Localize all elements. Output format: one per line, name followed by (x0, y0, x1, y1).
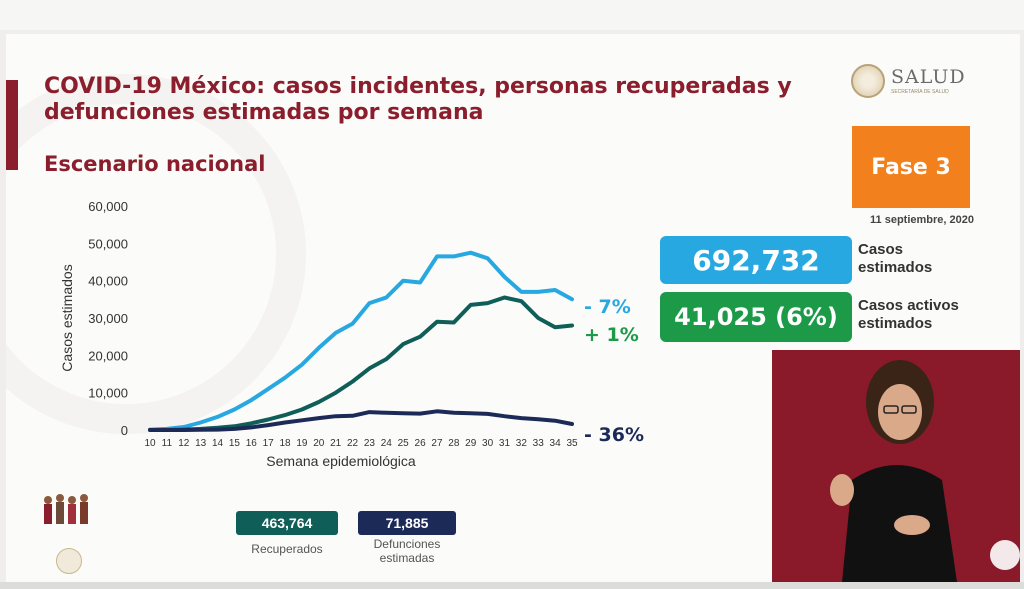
x-tick-label: 21 (330, 438, 342, 449)
seal-icon (56, 548, 82, 574)
x-tick-label: 28 (448, 438, 460, 449)
x-tick-label: 27 (431, 438, 443, 449)
national-seal-icon (851, 64, 885, 98)
x-tick-label: 26 (415, 438, 427, 449)
y-tick-label: 30,000 (88, 311, 128, 326)
x-tick-label: 13 (195, 438, 207, 449)
phase-badge: Fase 3 (852, 126, 970, 208)
recovered-series-line (148, 295, 574, 432)
x-tick-label: 10 (144, 438, 156, 449)
sign-language-interpreter-video (772, 350, 1020, 582)
cases-series-line (148, 250, 574, 432)
y-tick-label: 0 (121, 423, 128, 438)
x-tick-label: 16 (246, 438, 258, 449)
channel-logo-icon (990, 540, 1020, 570)
recovered-total-label: Recuperados (251, 542, 323, 556)
x-tick-label: 32 (516, 438, 528, 449)
y-tick-label: 10,000 (88, 386, 128, 401)
y-axis-label: Casos estimados (59, 264, 75, 371)
x-tick-label: 14 (212, 438, 224, 449)
top-bar (0, 0, 1024, 30)
active-cases-label: Casos activos estimados (858, 297, 959, 332)
deaths-change-label: - 36% (584, 424, 644, 446)
x-tick-label: 35 (566, 438, 578, 449)
y-tick-label: 50,000 (88, 236, 128, 251)
x-tick-label: 30 (482, 438, 494, 449)
recovered-change-label: + 1% (584, 324, 639, 346)
bottom-bar (0, 582, 1024, 589)
active-cases-card: 41,025 (6%) (660, 292, 852, 342)
x-tick-label: 22 (347, 438, 359, 449)
x-tick-label: 31 (499, 438, 511, 449)
x-tick-label: 29 (465, 438, 477, 449)
estimated-cases-card: 692,732 (660, 236, 852, 284)
estimated-cases-label: Casos estimados (858, 241, 933, 276)
deaths-total: 71,885 (358, 511, 456, 535)
people-icon (44, 494, 88, 524)
people-illustration (42, 492, 94, 524)
x-tick-label: 15 (229, 438, 241, 449)
y-tick-label: 60,000 (88, 199, 128, 214)
x-tick-label: 24 (381, 438, 393, 449)
x-tick-label: 34 (550, 438, 562, 449)
weekly-cases-chart: 0 10,000 20,000 30,000 40,000 50,000 60,000 10 1… (59, 199, 578, 469)
x-tick-label: 25 (398, 438, 410, 449)
y-tick-label: 20,000 (88, 348, 128, 363)
title-accent-bar (6, 80, 18, 170)
slide: COVID-19 México: casos incidentes, perso… (6, 34, 1020, 582)
report-date: 11 septiembre, 2020 (870, 214, 974, 226)
slide-title: COVID-19 México: casos incidentes, perso… (44, 74, 792, 125)
recovered-total: 463,764 (236, 511, 338, 535)
x-tick-label: 18 (279, 438, 291, 449)
deaths-series-line (148, 409, 574, 432)
salud-logo: SALUD SECRETARÍA DE SALUD (851, 64, 981, 104)
x-tick-label: 11 (162, 438, 173, 449)
x-tick-label: 19 (296, 438, 308, 449)
slide-subtitle: Escenario nacional (44, 152, 266, 176)
x-tick-label: 33 (533, 438, 545, 449)
y-tick-label: 40,000 (88, 274, 128, 289)
x-tick-label: 17 (263, 438, 275, 449)
x-axis-label: Semana epidemiológica (266, 453, 416, 469)
x-tick-label: 20 (313, 438, 325, 449)
deaths-total-label: Defunciones estimadas (373, 537, 441, 565)
x-tick-label: 23 (364, 438, 376, 449)
interpreter-figure (830, 360, 957, 582)
x-tick-label: 12 (178, 438, 190, 449)
cases-change-label: - 7% (584, 296, 631, 318)
